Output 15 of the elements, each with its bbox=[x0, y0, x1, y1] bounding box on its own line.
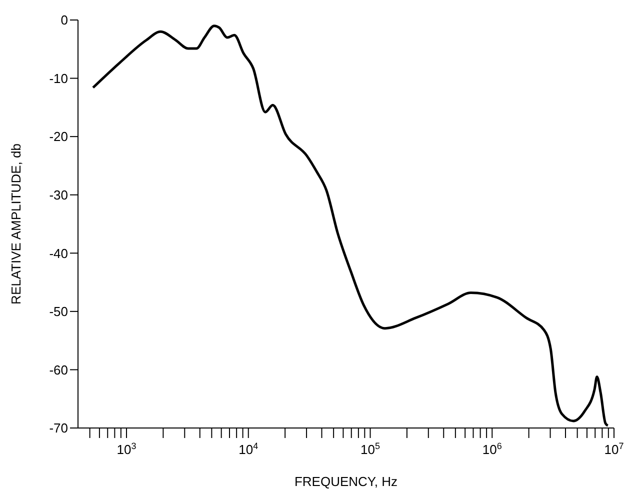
y-tick-label: -30 bbox=[49, 187, 68, 202]
y-tick-label: -50 bbox=[49, 304, 68, 320]
y-tick-label: -70 bbox=[49, 420, 68, 436]
x-tick-label: 10$^{6}$ bbox=[482, 441, 502, 457]
y-tick-label: -40 bbox=[49, 246, 68, 261]
y-axis-title: RELATIVE AMPLITUDE, db bbox=[8, 144, 24, 304]
y-tick-label: -20 bbox=[49, 129, 68, 144]
x-tick-label: 10$^{4}$ bbox=[238, 441, 258, 457]
x-tick-label: 10$^{5}$ bbox=[360, 441, 380, 457]
x-tick-label: 10$^{7}$ bbox=[604, 441, 624, 457]
x-axis-title: FREQUENCY, Hz bbox=[294, 474, 398, 489]
x-tick-label: 10$^{3}$ bbox=[116, 441, 136, 457]
y-tick-label: 0 bbox=[60, 12, 68, 28]
y-tick-label: -10 bbox=[49, 70, 68, 86]
y-tick-label: -60 bbox=[49, 362, 68, 378]
